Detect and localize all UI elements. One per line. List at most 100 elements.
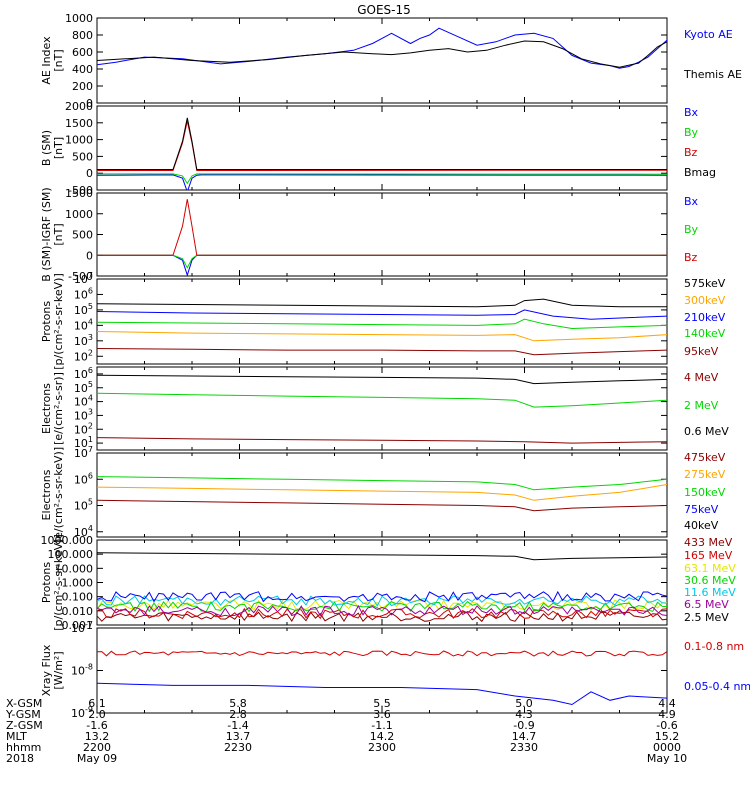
footer-cell: 4.3 [515,708,533,721]
series-line-475kev [97,499,667,512]
y-tick-label: 105 [74,302,93,317]
legend-label: 165 MeV [684,549,733,562]
footer-cell: 0000 [653,741,681,754]
legend-label: By [684,126,699,139]
series-line-unnamed [97,590,667,603]
series-line-433-mev [97,611,667,623]
panel-3: -500 0 500 1000 1500 B (SM)-IGRF (SM) [nT] Bx By… [40,187,699,283]
footer-cell: 2330 [510,741,538,754]
legend-label: 150keV [684,486,726,499]
y-tick-label: 10-7 [71,620,93,635]
footer-cell: -0.6 [656,719,677,732]
y-axis-label: [e/(cm²-s-sr)] [52,372,65,445]
footer-cell: 3.6 [373,708,391,721]
series-line-165-mev [97,607,667,620]
y-axis-label: B (SM)-IGRF (SM) [40,187,53,281]
legend-label: 40keV [684,519,719,532]
legend-label: 95keV [684,345,719,358]
y-tick-label: 0.100 [62,591,94,604]
plot-frame [96,278,668,365]
series-line-30-6-mev [97,600,667,613]
y-tick-label: 600 [72,46,93,59]
footer-cell: May 10 [647,752,687,765]
y-tick-label: 107 [74,445,93,460]
footer-cell: 14.7 [512,730,537,743]
y-tick-label: 106 [74,286,93,301]
legend-label: 300keV [684,294,726,307]
footer-cell: 4.9 [658,708,676,721]
series-line-11-6-mev [97,595,667,607]
legend-label: 0.05-0.4 nm [684,680,750,693]
series-line-0-05-0-4-nm [97,682,667,706]
series-line-bz [97,199,667,256]
y-tick-label: 0 [86,97,93,110]
footer-cell: 6.1 [88,697,106,710]
footer-cell: 15.2 [655,730,680,743]
legend-label: 11.6 MeV [684,586,736,599]
series-line-6-5-mev [97,604,667,617]
y-tick-label: 106 [74,366,93,381]
series-line-2-5-mev [97,552,667,561]
series-line-140kev [97,318,667,330]
plot-frame [96,192,668,277]
footer-cell: 5.8 [229,697,247,710]
y-tick-label: 104 [74,317,93,332]
y-tick-label: 100.000 [48,548,94,561]
y-tick-label: 103 [74,333,93,348]
series-line-95kev [97,348,667,356]
y-axis-label: Xray Flux [40,644,53,696]
series-line-kyoto-ae [97,27,667,69]
y-tick-label: 400 [72,63,93,76]
legend-label: By [684,223,699,236]
y-tick-label: 800 [72,29,93,42]
legend-label: 6.5 MeV [684,598,729,611]
series-line-bx [97,174,667,190]
footer-cell: 4.4 [658,697,676,710]
footer-cell: May 09 [77,752,117,765]
series-line-575kev [97,298,667,308]
legend-label: 4 MeV [684,371,719,384]
y-tick-label: 500 [72,150,93,163]
footer-cell: 2300 [368,741,396,754]
footer-row-label: 2018 [6,752,34,765]
y-tick-label: 1500 [65,117,93,130]
series-line-bz [97,120,667,171]
y-tick-label: 105 [74,498,93,513]
y-axis-label: [p/(cm²-s-sr-keV)] [52,534,65,631]
y-tick-label: 106 [74,471,93,486]
y-tick-label: 200 [72,80,93,93]
legend-label: 0.1-0.8 nm [684,640,744,653]
panel-2: -500 0 500 1000 1500 2000 B (SM) [nT] Bx By Bz Bmag [40,100,716,197]
series-line-0-1-0-8-nm [97,650,667,657]
legend-label: Bx [684,106,699,119]
y-tick-label: 1500 [65,187,93,200]
plot-frame [96,17,668,104]
y-tick-label: 1000.000 [41,534,94,547]
legend-label: Bz [684,146,698,159]
footer-row-label: X-GSM [6,697,42,710]
y-tick-label: 500 [72,229,93,242]
series-line-bmag [97,117,667,170]
legend-label: Themis AE [683,68,742,81]
y-axis-label: [W/m²] [52,651,65,689]
legend-label: Bmag [684,166,716,179]
legend-label: Kyoto AE [684,28,733,41]
legend-label: 433 MeV [684,536,733,549]
series-line-4-mev [97,437,667,444]
footer-cell: 5.0 [515,697,533,710]
footer-cell: 5.5 [373,697,391,710]
footer-row-label: Z-GSM [6,719,43,732]
y-tick-label: 1000 [65,134,93,147]
y-tick-label: 2000 [65,100,93,113]
footer-cell: -1.1 [371,719,392,732]
y-tick-label: 0 [86,167,93,180]
legend-label: Bx [684,195,699,208]
footer-row-label: Y-GSM [5,708,41,721]
legend-label: 210keV [684,311,726,324]
legend-label: 75keV [684,503,719,516]
legend-label: 2 MeV [684,399,719,412]
legend-label: 63.1 MeV [684,562,736,575]
